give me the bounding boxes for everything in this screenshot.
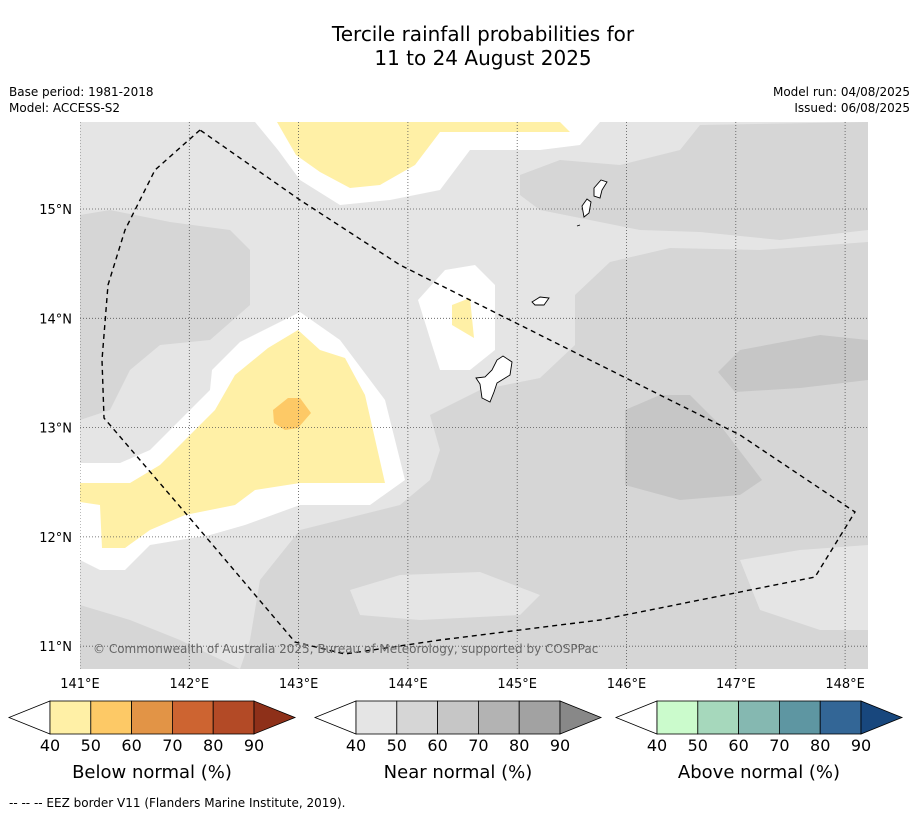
eez-footnote: -- -- -- EEZ border V11 (Flanders Marine… xyxy=(9,796,346,810)
lon-tick-label: 145°E xyxy=(497,677,537,692)
near-normal-50-region-south xyxy=(80,242,868,669)
below-normal-40-region-north xyxy=(277,122,570,188)
colorbar-title: Below normal (%) xyxy=(72,762,232,783)
colorbar-segment xyxy=(656,700,699,735)
colorbar-max-extension xyxy=(559,700,603,735)
tinian-island xyxy=(581,198,592,218)
colorbar-tick-label: 60 xyxy=(728,736,748,755)
rota-island xyxy=(531,296,550,306)
colorbar-tick-label: 80 xyxy=(509,736,529,755)
near-normal-50-region-west xyxy=(80,210,250,420)
colorbar-segment xyxy=(212,700,255,735)
model-run: Model run: 04/08/2025 xyxy=(772,85,910,99)
title-line-1: Tercile rainfall probabilities for xyxy=(331,22,635,46)
lat-tick-label: 15°N xyxy=(39,203,72,218)
colorbar-3: 40 50 60 70 80 90 Above normal (%) xyxy=(614,700,904,783)
colorbar-tick-label: 90 xyxy=(550,736,570,755)
lon-tick-label: 141°E xyxy=(60,677,100,692)
colorbar-segment xyxy=(779,700,821,735)
colorbars: 40 50 60 70 80 90 Below normal (%) 40 50 60 70 80 90… xyxy=(7,700,904,783)
colorbar-1: 40 50 60 70 80 90 Below normal (%) xyxy=(7,700,297,783)
title-line-2: 11 to 24 August 2025 xyxy=(374,46,592,70)
lon-tick-label: 142°E xyxy=(170,677,210,692)
saipan-island xyxy=(593,179,608,199)
colorbar-tick-label: 50 xyxy=(688,736,708,755)
islands xyxy=(475,179,608,403)
map-gridlines xyxy=(80,122,868,669)
longitude-labels: 141°E 142°E 143°E 144°E 145°E 146°E 147°E 148°E xyxy=(60,677,865,692)
near-normal-40-patch-south xyxy=(350,572,540,620)
metadata-left: Base period: 1981-2018 Model: ACCESS-S2 xyxy=(9,84,154,116)
chart-title: Tercile rainfall probabilities for 11 to… xyxy=(0,22,919,70)
guam-island xyxy=(475,355,513,403)
colorbar-segment xyxy=(477,700,520,735)
colorbar-segment xyxy=(738,700,780,735)
aguijan-island xyxy=(576,224,581,227)
colorbar-tick-label: 60 xyxy=(427,736,447,755)
base-period: Base period: 1981-2018 xyxy=(9,85,154,99)
colorbar-segment xyxy=(518,700,561,735)
colorbar-2: 40 50 60 70 80 90 Near normal (%) xyxy=(313,700,603,783)
colorbar-tick-label: 50 xyxy=(387,736,407,755)
lon-tick-label: 148°E xyxy=(825,677,865,692)
colorbar-tick-label: 90 xyxy=(244,736,264,755)
below-normal-40-region-center xyxy=(452,298,474,338)
below-normal-40-region-southwest xyxy=(80,330,385,548)
map-area: © Commonwealth of Australia 2025, Bureau… xyxy=(80,122,868,669)
lat-tick-label: 13°N xyxy=(39,422,72,437)
copyright-text: © Commonwealth of Australia 2025, Bureau… xyxy=(93,642,598,656)
model-name: Model: ACCESS-S2 xyxy=(9,101,121,115)
colorbar-segment xyxy=(90,700,133,735)
colorbar-segment xyxy=(131,700,173,735)
lon-tick-label: 147°E xyxy=(716,677,756,692)
colorbar-segment xyxy=(819,700,862,735)
metadata-right: Model run: 04/08/2025 Issued: 06/08/2025 xyxy=(773,84,910,116)
colorbar-segment xyxy=(396,700,438,735)
colorbar-min-extension xyxy=(7,700,51,735)
colorbar-segment xyxy=(49,700,92,735)
issued-date: Issued: 06/08/2025 xyxy=(794,101,910,115)
near-normal-50-region-northeast xyxy=(520,122,868,240)
lat-tick-label: 12°N xyxy=(39,531,72,546)
colorbar-max-extension xyxy=(860,700,904,735)
colorbar-tick-label: 50 xyxy=(81,736,101,755)
colorbar-tick-label: 70 xyxy=(162,736,182,755)
lon-tick-label: 144°E xyxy=(388,677,428,692)
colorbar-tick-label: 90 xyxy=(851,736,871,755)
colorbar-segment xyxy=(171,700,214,735)
colorbar-segment xyxy=(697,700,739,735)
lat-tick-label: 11°N xyxy=(39,640,72,655)
colorbar-tick-label: 70 xyxy=(468,736,488,755)
lat-tick-label: 14°N xyxy=(39,312,72,327)
colorbar-tick-label: 40 xyxy=(346,736,366,755)
lon-tick-label: 146°E xyxy=(607,677,647,692)
colorbar-max-extension xyxy=(253,700,297,735)
colorbar-min-extension xyxy=(313,700,357,735)
eez-border xyxy=(101,129,856,655)
colorbar-title: Above normal (%) xyxy=(678,762,840,783)
colorbar-title: Near normal (%) xyxy=(384,762,533,783)
colorbar-tick-label: 80 xyxy=(810,736,830,755)
colorbar-segment xyxy=(355,700,398,735)
below-normal-50-region xyxy=(273,398,311,430)
near-normal-60-region-center xyxy=(625,395,762,500)
near-normal-60-region-east xyxy=(718,335,868,392)
colorbar-tick-label: 40 xyxy=(647,736,667,755)
latitude-labels: 15°N 14°N 13°N 12°N 11°N xyxy=(39,203,72,655)
colorbar-tick-label: 70 xyxy=(769,736,789,755)
colorbar-tick-label: 80 xyxy=(203,736,223,755)
near-normal-40-patch-southeast xyxy=(740,545,868,630)
colorbar-tick-label: 40 xyxy=(40,736,60,755)
colorbar-tick-label: 60 xyxy=(121,736,141,755)
colorbar-segment xyxy=(437,700,479,735)
colorbar-min-extension xyxy=(614,700,658,735)
lon-tick-label: 143°E xyxy=(279,677,319,692)
